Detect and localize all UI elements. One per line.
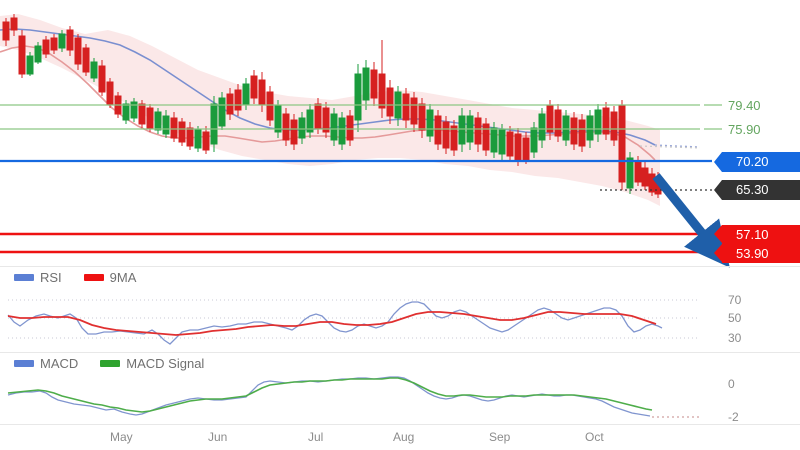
rsi-9ma-line [7,311,657,336]
bollinger-band [0,14,660,206]
badge-tip [714,180,722,200]
forecast-arrow [652,173,730,268]
level-label-75-90: 75.90 [728,122,761,137]
macd-legend: MACD MACD Signal [14,356,220,371]
ma-red-projection [639,145,701,149]
level-badge-57-10: 57.10 [714,225,800,244]
rsi-legend-item-rsi: RSI [14,270,62,285]
macd-signal-line [7,377,653,413]
macd-line [7,376,651,417]
level-badge-70-20-text: 70.20 [736,154,769,169]
ma9-swatch-icon [83,274,104,281]
rsi-legend-label-rsi: RSI [40,270,62,285]
macd-legend-label-macd: MACD [40,356,79,371]
level-label-79-40: 79.40 [728,98,761,113]
level-badge-53-90-text: 53.90 [736,246,769,261]
candlestick-series [2,14,662,198]
macd-legend-item-macd: MACD [14,356,78,371]
rsi-tick-30: 30 [728,331,742,345]
x-tick-oct: Oct [585,430,604,444]
x-axis-divider [0,424,800,425]
level-badge-70-20: 70.20 [714,152,800,172]
rsi-legend-label-9ma: 9MA [109,270,137,285]
rsi-swatch-icon [14,274,34,281]
rsi-tick-70: 70 [728,293,742,307]
level-badge-57-10-text: 57.10 [736,227,769,242]
x-tick-may: May [110,430,133,444]
badge-tip [714,244,722,262]
x-tick-sep: Sep [489,430,511,444]
rsi-legend: RSI 9MA [14,270,152,285]
macd-panel-divider [0,352,800,353]
macd-legend-label-signal: MACD Signal [126,356,205,371]
rsi-legend-item-9ma: 9MA [83,270,137,285]
x-tick-aug: Aug [393,430,415,444]
badge-tip [714,152,722,172]
level-badge-65-30: 65.30 [714,180,800,200]
rsi-tick-50: 50 [728,311,742,325]
macd-signal-swatch-icon [100,360,121,367]
macd-tick-0: 0 [728,377,735,391]
macd-swatch-icon [14,360,34,367]
x-tick-jun: Jun [208,430,228,444]
x-tick-jul: Jul [308,430,324,444]
macd-legend-item-signal: MACD Signal [100,356,204,371]
badge-tip [714,225,722,243]
macd-tick-neg2: -2 [728,410,739,424]
level-badge-65-30-text: 65.30 [736,182,769,197]
rsi-panel-divider [0,266,800,267]
level-badge-53-90: 53.90 [714,244,800,263]
